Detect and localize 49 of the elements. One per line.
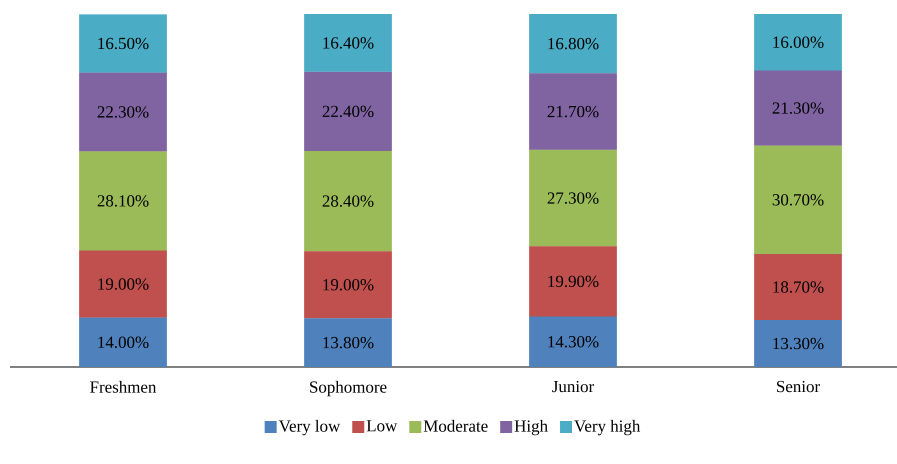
bar <box>529 316 617 367</box>
legend-label: Very high <box>574 420 640 436</box>
data-label: 21.30% <box>772 102 824 114</box>
data-label: 28.10% <box>98 195 149 207</box>
x-tick-label: Senior <box>777 380 820 392</box>
bar <box>79 72 167 152</box>
data-label: 19.00% <box>98 278 149 290</box>
bar <box>529 150 617 246</box>
bar <box>529 73 617 150</box>
data-label: 30.70% <box>772 194 824 206</box>
bar <box>754 70 842 146</box>
data-label: 19.90% <box>548 276 599 288</box>
data-label: 19.00% <box>323 278 374 290</box>
data-label: 18.70% <box>773 281 824 293</box>
data-label: 28.40% <box>322 195 374 207</box>
data-label: 16.50% <box>98 38 149 50</box>
bar <box>304 150 392 252</box>
bar <box>304 14 392 72</box>
data-label: 27.30% <box>548 192 599 204</box>
bar <box>754 320 842 367</box>
data-label: 22.30% <box>98 106 149 118</box>
x-tick-label: Freshmen <box>90 380 156 393</box>
bar <box>79 250 167 318</box>
bar <box>754 254 842 320</box>
bar <box>79 318 167 367</box>
bar <box>304 318 392 367</box>
data-label: 16.00% <box>773 36 824 48</box>
data-label: 16.80% <box>548 38 599 50</box>
bar <box>754 146 842 254</box>
bar <box>754 14 842 70</box>
legend-label: High <box>514 420 548 436</box>
legend-label: Moderate <box>424 420 488 432</box>
data-label: 14.00% <box>98 336 149 348</box>
bar <box>304 251 392 318</box>
data-label: 16.40% <box>323 37 374 49</box>
bar <box>79 14 167 73</box>
data-label: 13.30% <box>773 338 824 350</box>
bar <box>529 14 617 74</box>
bar <box>529 246 617 317</box>
legend-label: Low <box>366 420 398 432</box>
x-tick-label: Junior <box>552 380 594 392</box>
bar <box>79 151 167 251</box>
data-label: 14.30% <box>548 336 599 348</box>
bar <box>304 72 392 151</box>
x-tick-label: Sophomore <box>310 380 386 396</box>
data-label: 22.40% <box>322 106 374 118</box>
data-label: 21.70% <box>548 106 599 118</box>
legend-label: Very low <box>278 420 340 436</box>
data-label: 13.80% <box>323 336 374 348</box>
